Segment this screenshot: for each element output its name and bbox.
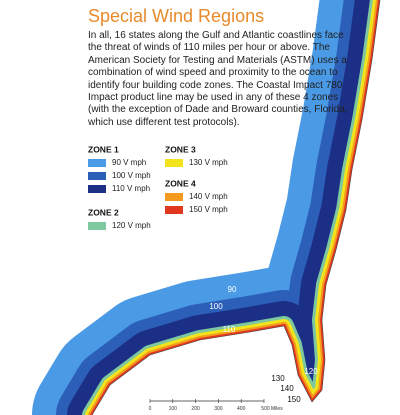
zone-label: 110 <box>223 325 236 334</box>
legend-label: 120 V mph <box>112 221 151 230</box>
legend-swatch <box>88 185 106 193</box>
scale-label: 400 <box>237 406 246 412</box>
legend-swatch <box>165 159 183 167</box>
legend-label: 150 V mph <box>189 205 228 214</box>
legend-swatch <box>165 193 183 201</box>
legend-swatch <box>88 222 106 230</box>
zone-heading: ZONE 1 <box>88 144 119 154</box>
scale-label: 0 <box>149 406 152 412</box>
legend-swatch <box>88 172 106 180</box>
zone-label: 150 <box>287 395 301 404</box>
body-text: In all, 16 states along the Gulf and Atl… <box>88 30 348 128</box>
legend-label: 140 V mph <box>189 192 228 201</box>
scale-label: 100 <box>169 406 178 412</box>
legend-label: 90 V mph <box>112 158 146 167</box>
zone-label: 130 <box>271 374 285 383</box>
legend-swatch <box>165 206 183 214</box>
scale-label: 500 Miles <box>261 406 283 412</box>
legend-label: 130 V mph <box>189 158 228 167</box>
title: Special Wind Regions <box>88 6 265 26</box>
zone-label: 90 <box>228 285 237 294</box>
scale-label: 200 <box>191 406 200 412</box>
zone-label: 140 <box>280 384 294 393</box>
coastline <box>91 0 381 415</box>
zone-heading: ZONE 4 <box>165 178 196 188</box>
legend-label: 100 V mph <box>112 171 151 180</box>
legend-swatch <box>88 159 106 167</box>
zone-heading: ZONE 2 <box>88 207 119 217</box>
scale-label: 300 <box>214 406 223 412</box>
zone-heading: ZONE 3 <box>165 144 196 154</box>
legend-label: 110 V mph <box>112 184 150 193</box>
zone-label: 100 <box>209 302 223 311</box>
zone-label: 120 <box>304 367 318 376</box>
